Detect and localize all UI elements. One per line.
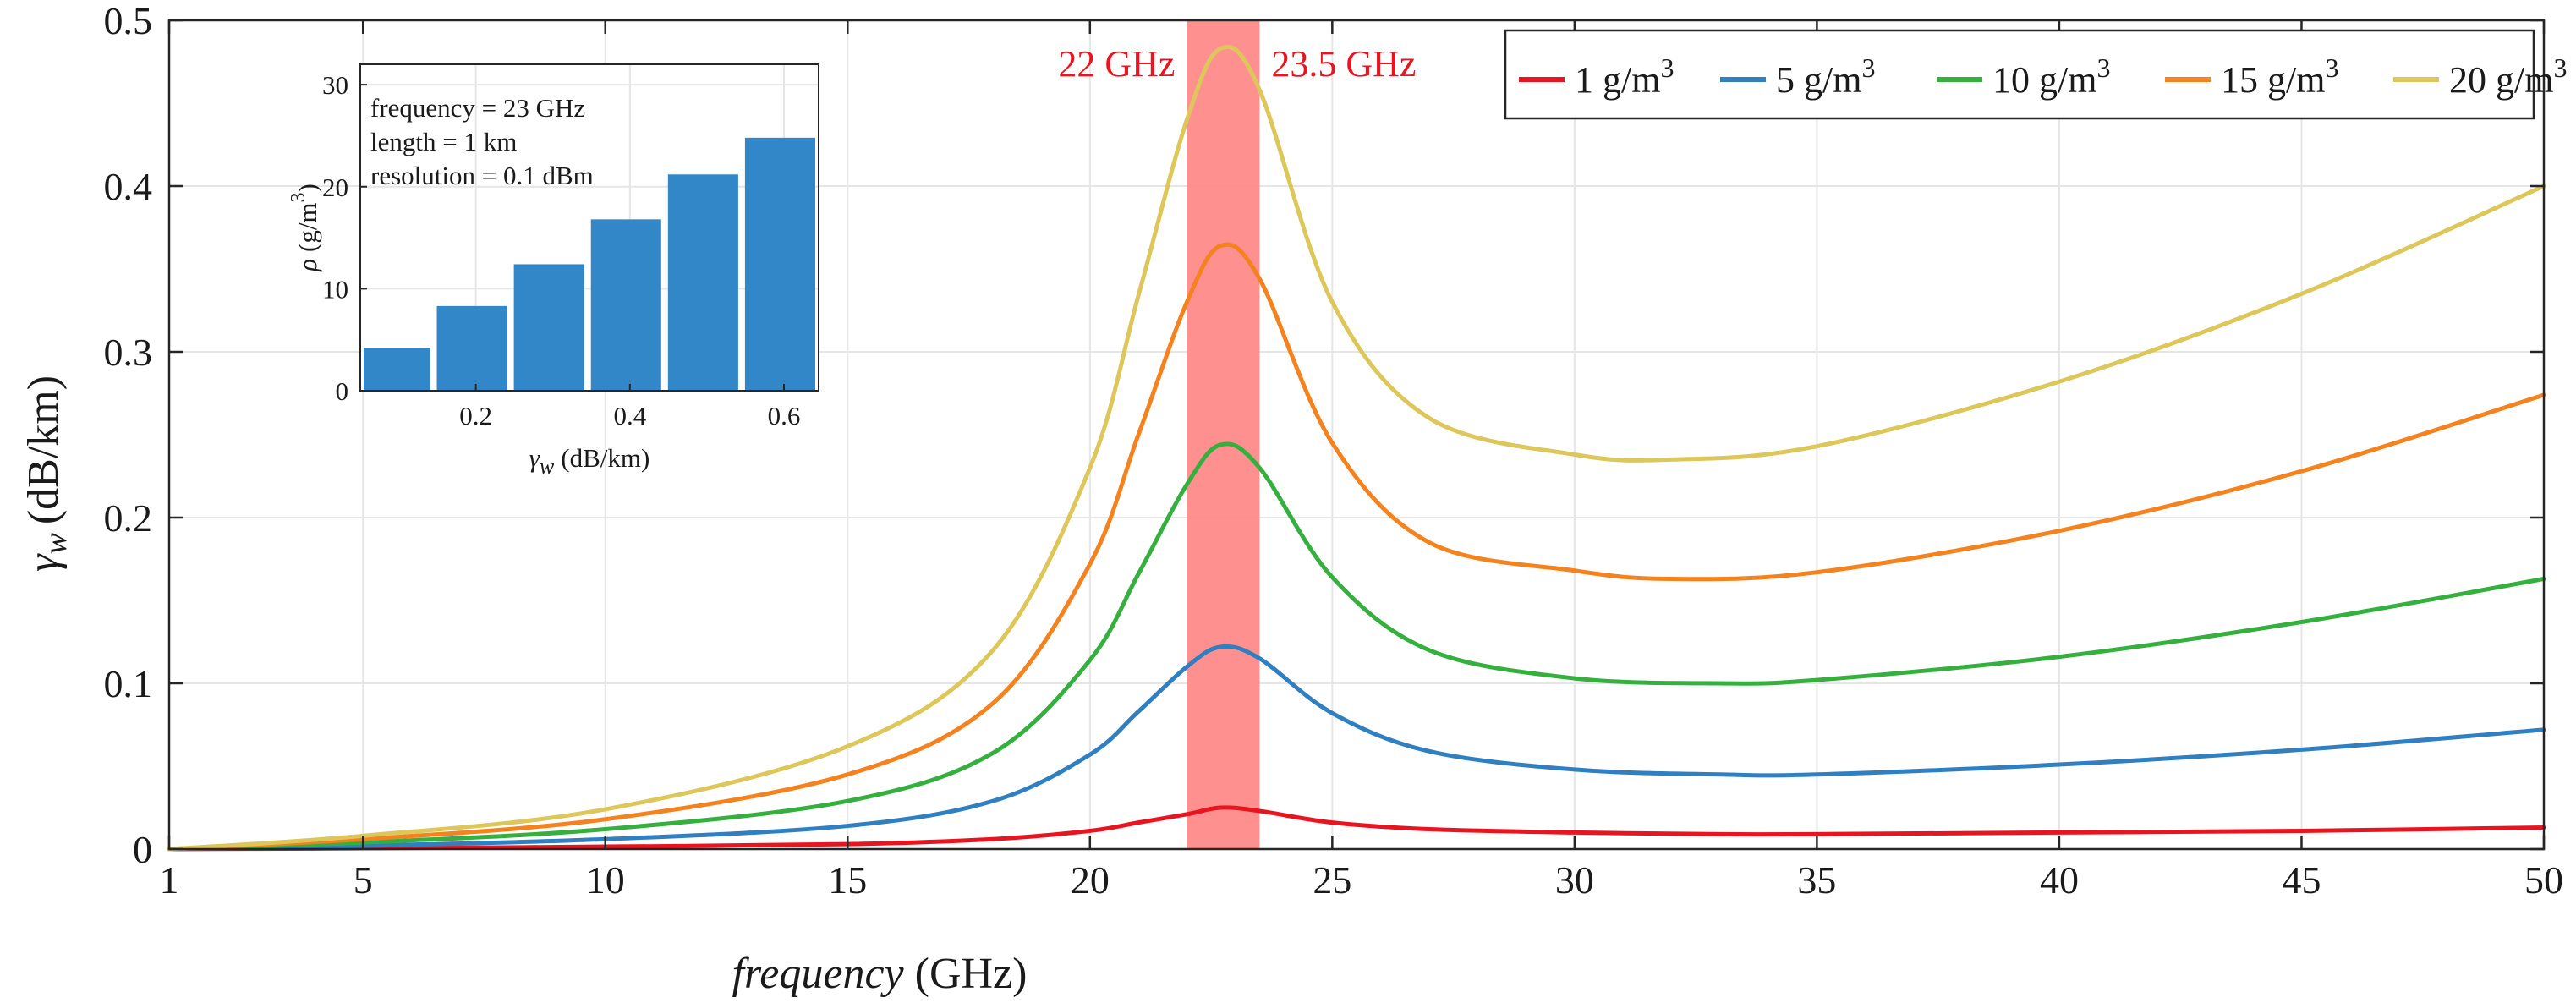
legend-label-text: 1 g/m	[1575, 59, 1660, 101]
inset-chart: 0.2 0.4 0.6 0 10 20 30 frequency = 23 GHz leng…	[288, 63, 819, 479]
x-tick-label: 30	[1555, 858, 1594, 902]
plot-frame	[167, 19, 2546, 851]
legend-label-text: 20 g/m	[2449, 59, 2553, 101]
inset-annotation-frequency: frequency = 23 GHz	[370, 93, 585, 123]
y-axis-title-unit: (dB/km)	[19, 375, 68, 524]
legend: 1 g/m3 5 g/m3 10 g/m3 15 g/m3 20 g/m3	[1504, 29, 2567, 120]
band-label-left: 22 GHz	[1058, 43, 1175, 85]
legend-label-sup: 3	[2096, 52, 2110, 83]
inset-x-title-sub: w	[540, 454, 555, 479]
legend-label-sup: 3	[1660, 52, 1674, 83]
inset-bar-3	[590, 219, 661, 391]
inset-y-tick-label: 0	[336, 376, 349, 406]
inset-y-title-close: )	[293, 184, 322, 192]
inset-bar-2	[513, 264, 584, 391]
inset-y-tick-label: 30	[322, 70, 348, 100]
y-axis-title: γw (dB/km)	[19, 375, 74, 572]
inset-y-title-unit: (g/m	[293, 202, 322, 252]
x-tick-label: 10	[586, 858, 625, 902]
x-tick-label: 35	[1797, 858, 1836, 902]
inset-y-title-symbol: ρ	[293, 259, 322, 272]
x-tick-label: 1	[160, 858, 179, 902]
x-axis-title-unit: (GHz)	[915, 950, 1028, 998]
inset-bar-5	[744, 137, 815, 391]
legend-label-3: 15 g/m3	[2221, 52, 2338, 101]
legend-label-0: 1 g/m3	[1575, 52, 1674, 101]
series-line-4	[167, 44, 2546, 852]
highlight-band	[1187, 20, 1260, 849]
series-line-1	[167, 644, 2546, 852]
inset-x-tick-label: 0.6	[768, 401, 801, 430]
inset-ticks: 0.2 0.4 0.6 0 10 20 30	[322, 70, 800, 430]
legend-label-2: 10 g/m3	[1992, 52, 2110, 101]
y-axis-title-sub: w	[38, 533, 74, 555]
inset-background	[360, 64, 819, 391]
inset-y-tick-label: 20	[322, 173, 348, 202]
inset-annotation-length: length = 1 km	[370, 127, 517, 156]
legend-label-sup: 3	[2553, 52, 2567, 83]
inset-frame	[359, 63, 819, 392]
inset-x-tick-label: 0.2	[459, 401, 492, 430]
series-line-0	[167, 805, 2546, 852]
y-axis-title-symbol: γ	[19, 553, 68, 572]
legend-label-text: 15 g/m	[2221, 59, 2325, 101]
legend-label-1: 5 g/m3	[1776, 52, 1875, 101]
legend-label-4: 20 g/m3	[2449, 52, 2567, 101]
y-tick-label: 0	[133, 828, 152, 871]
x-tick-label: 5	[354, 858, 373, 902]
inset-x-axis-title: γw (dB/km)	[529, 443, 650, 479]
x-axis-title: frequency (GHz)	[732, 950, 1028, 998]
x-tick-label: 40	[2040, 858, 2079, 902]
inset-y-tick-label: 10	[322, 274, 348, 304]
x-tick-label: 50	[2524, 858, 2563, 902]
x-tick-label: 15	[828, 858, 867, 902]
x-axis-title-italic: frequency	[732, 950, 905, 998]
y-tick-label: 0.1	[104, 662, 153, 705]
x-tick-label: 20	[1071, 858, 1110, 902]
y-tick-label: 0.2	[104, 496, 153, 540]
inset-x-title-symbol: γ	[529, 443, 540, 473]
main-axes	[167, 19, 2546, 851]
series-line-3	[167, 242, 2546, 852]
inset-axes	[359, 63, 819, 392]
y-tick-label: 0.3	[104, 331, 153, 374]
inset-bar-4	[667, 174, 738, 391]
x-tick-label: 25	[1313, 858, 1351, 902]
highlight-band-rect	[1187, 20, 1260, 849]
inset-bar-0	[364, 348, 430, 391]
inset-x-title-unit: (dB/km)	[561, 443, 649, 473]
y-tick-label: 0.5	[104, 0, 153, 42]
band-label-right: 23.5 GHz	[1271, 43, 1416, 85]
x-tick-label: 45	[2282, 858, 2321, 902]
legend-label-sup: 3	[1861, 52, 1875, 83]
legend-box	[1504, 29, 2535, 120]
inset-y-axis-title: ρ (g/m3)	[288, 184, 322, 272]
legend-label-sup: 3	[2325, 52, 2338, 83]
inset-y-title-sup: 3	[288, 192, 310, 202]
inset-bar-1	[436, 305, 507, 391]
legend-label-text: 5 g/m	[1776, 59, 1861, 101]
legend-label-text: 10 g/m	[1992, 59, 2096, 101]
inset-annotation-resolution: resolution = 0.1 dBm	[370, 161, 594, 190]
series-line-2	[167, 441, 2546, 852]
main-series-lines	[167, 44, 2546, 852]
y-tick-label: 0.4	[104, 165, 153, 208]
inset-bars	[364, 137, 815, 391]
inset-x-tick-label: 0.4	[613, 401, 646, 430]
